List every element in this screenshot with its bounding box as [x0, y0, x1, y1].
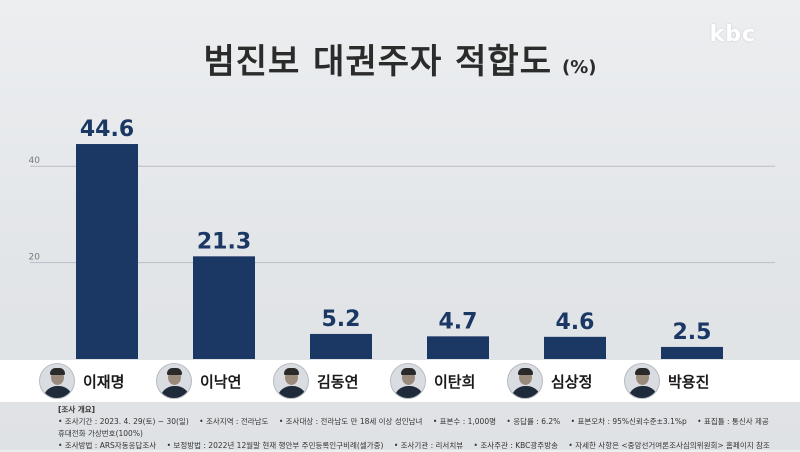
survey-heading: [조사 개요]	[58, 405, 96, 414]
bar	[76, 144, 138, 359]
bar	[661, 346, 723, 359]
candidate-photo	[273, 363, 309, 399]
survey-item: • 조사대상 : 전라남도 만 18세 이상 성인남녀	[278, 417, 423, 426]
bar	[310, 333, 372, 359]
kbc-logo: kbc	[709, 22, 756, 47]
survey-item: • 조사기간 : 2023. 4. 29(토) ~ 30(일)	[58, 417, 189, 426]
candidate-item: 이낙연	[156, 362, 241, 400]
candidate-name: 이재명	[83, 372, 125, 391]
bar-chart: 20 40 44.6 21.3 5.2 4.7 4.6 2.5	[29, 117, 775, 359]
y-tick-label: 40	[29, 156, 41, 166]
survey-item: • 자세한 사항은 <중앙선거여론조사심의위원회> 홈페이지 참조	[568, 441, 770, 450]
y-tick-label: 20	[29, 253, 41, 263]
candidate-name: 김동연	[317, 372, 359, 391]
bar-value-label: 21.3	[197, 229, 251, 254]
survey-item: • 표본수 : 1,000명	[432, 417, 497, 426]
title-main: 범진보 대권주자 적합도	[203, 42, 552, 82]
candidate-name: 이낙연	[200, 372, 242, 391]
candidate-name: 이탄희	[434, 372, 476, 391]
survey-row-2: • 조사방법 : ARS자동응답조사 • 보정방법 : 2022년 12월말 현…	[58, 440, 778, 452]
bar-value-label: 2.5	[673, 320, 712, 345]
candidate-item: 김동연	[273, 362, 358, 400]
candidate-name: 박용진	[668, 372, 710, 391]
survey-item: • 조사지역 : 전라남도	[199, 417, 269, 426]
bar	[193, 256, 255, 359]
bar	[427, 336, 489, 359]
chart-title: 범진보 대권주자 적합도 (%)	[0, 34, 800, 83]
candidate-item: 이재명	[39, 362, 124, 400]
candidate-item: 이탄희	[390, 362, 475, 400]
survey-item: • 응답률 : 6.2%	[506, 417, 561, 426]
survey-item: • 표집틀 : 통신사 제공 휴대전화 가상번호(100%)	[58, 417, 769, 438]
survey-overview: [조사 개요] • 조사기간 : 2023. 4. 29(토) ~ 30(일) …	[58, 404, 778, 452]
candidate-photo	[507, 363, 543, 399]
survey-item: • 보정방법 : 2022년 12월말 현재 행안부 주민등록인구비례(셀가중)	[166, 441, 384, 450]
bar-value-label: 4.7	[439, 309, 478, 334]
candidate-photo	[390, 363, 426, 399]
candidate-photo	[624, 363, 660, 399]
survey-item: • 조사방법 : ARS자동응답조사	[58, 441, 157, 450]
survey-row-1: • 조사기간 : 2023. 4. 29(토) ~ 30(일) • 조사지역 :…	[58, 416, 778, 440]
candidate-name: 심상정	[551, 372, 593, 391]
survey-item: • 조사주관 : KBC광주방송	[473, 441, 559, 450]
bar-value-label: 44.6	[80, 117, 134, 142]
title-unit: (%)	[561, 57, 597, 78]
candidate-photo	[156, 363, 192, 399]
bar-value-label: 5.2	[322, 307, 361, 332]
survey-item: • 조사기관 : 리서치뷰	[393, 441, 464, 450]
candidate-item: 심상정	[507, 362, 592, 400]
survey-item: • 표본오차 : 95%신뢰수준±3.1%p	[570, 417, 687, 426]
bar-value-label: 4.6	[556, 310, 595, 335]
bar	[544, 336, 606, 359]
candidate-photo	[39, 363, 75, 399]
candidate-item: 박용진	[624, 362, 709, 400]
